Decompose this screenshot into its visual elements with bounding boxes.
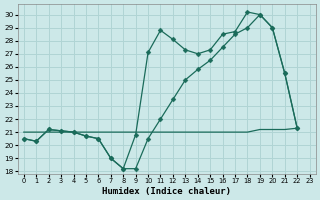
- X-axis label: Humidex (Indice chaleur): Humidex (Indice chaleur): [102, 187, 231, 196]
